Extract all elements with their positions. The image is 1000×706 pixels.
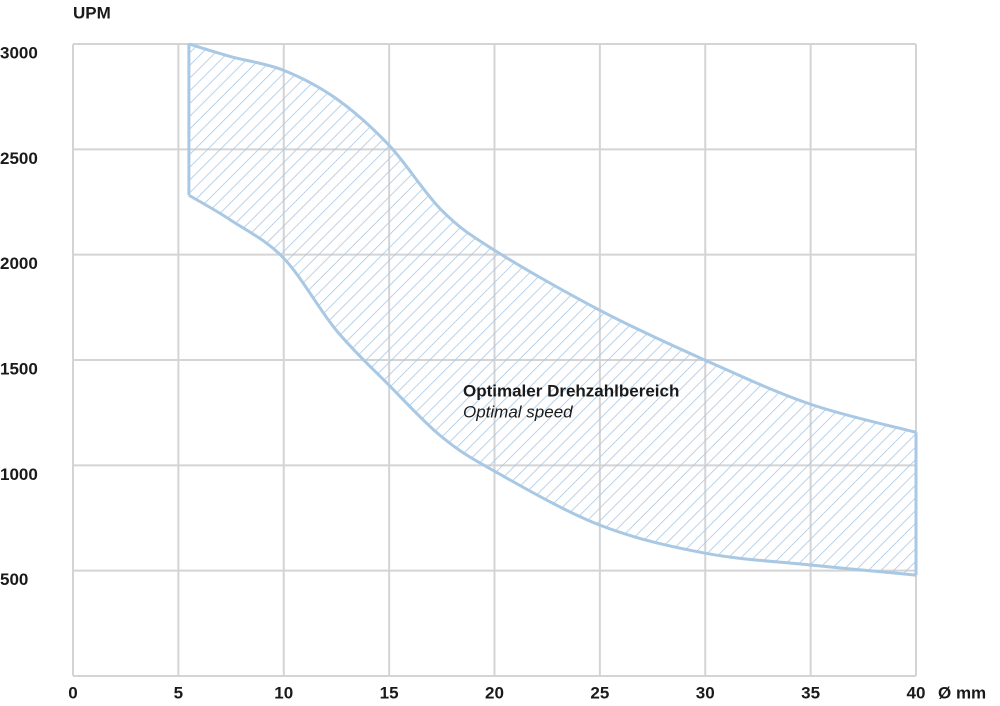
- y-tick-label: 1500: [0, 359, 38, 378]
- band-fill: [188, 44, 917, 576]
- x-tick-label: 35: [801, 683, 820, 702]
- y-tick-label: 500: [0, 570, 28, 589]
- y-axis-label: UPM: [73, 3, 111, 22]
- y-tick-label: 2000: [0, 254, 38, 273]
- y-tick-label: 2500: [0, 149, 38, 168]
- y-tick-label: 1000: [0, 465, 38, 484]
- x-tick-label: 25: [590, 683, 609, 702]
- x-tick-label: 20: [485, 683, 504, 702]
- y-tick-label: 3000: [0, 43, 38, 62]
- annotation-sub: Optimal speed: [463, 402, 573, 421]
- x-tick-label: 0: [68, 683, 77, 702]
- x-tick-label: 5: [174, 683, 183, 702]
- x-tick-label: 40: [907, 683, 926, 702]
- x-tick-label: 10: [274, 683, 293, 702]
- range-line: [188, 193, 917, 577]
- annotation: Optimaler Drehzahlbereich: [463, 381, 679, 400]
- x-tick-label: 15: [380, 683, 399, 702]
- range-line: [188, 42, 917, 434]
- x-axis-label: Ø mm: [938, 683, 986, 702]
- x-tick-label: 30: [696, 683, 715, 702]
